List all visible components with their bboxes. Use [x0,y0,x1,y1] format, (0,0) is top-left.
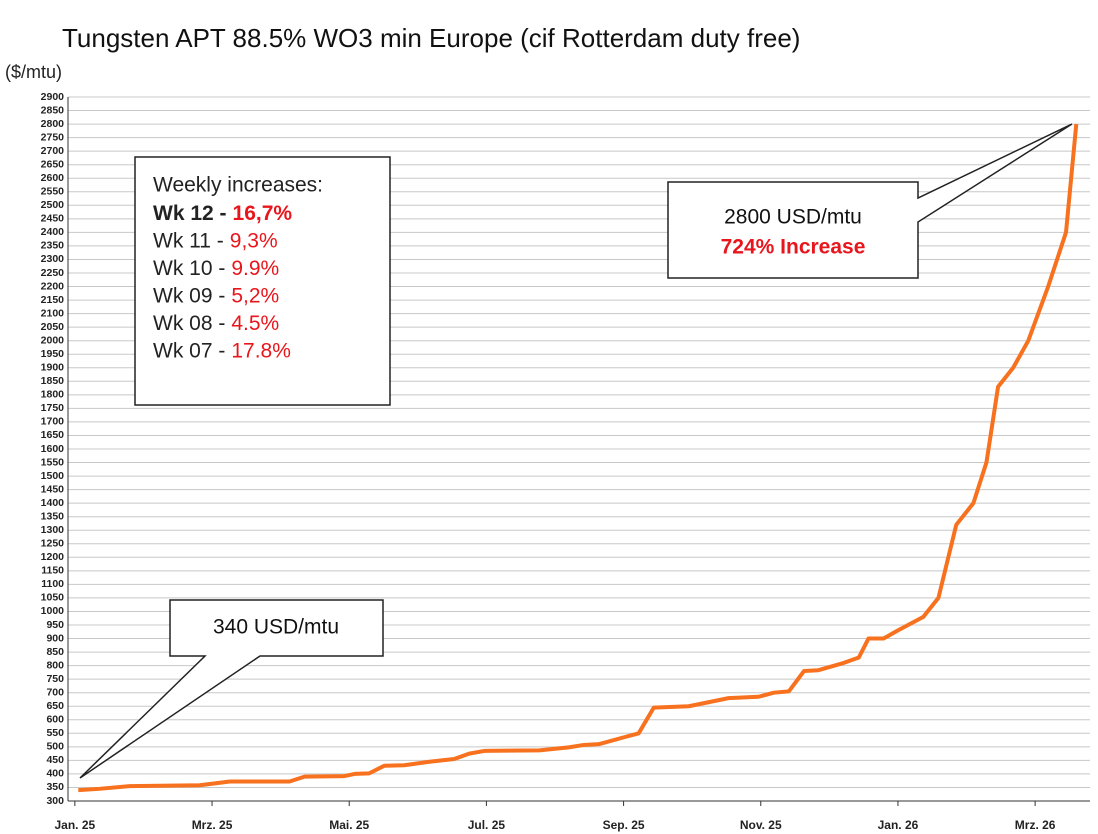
y-tick-label: 2650 [41,158,65,170]
y-tick-label: 1750 [41,402,65,414]
y-tick-label: 1700 [41,416,65,428]
y-tick-label: 600 [46,714,64,726]
weekly-box [134,156,391,406]
x-tick-label: Mrz. 26 [1015,818,1056,832]
weekly-value: 9.9% [231,257,279,280]
y-tick-label: 1400 [41,497,65,509]
weekly-item: Wk 09 - 5,2% [153,284,279,307]
weekly-item: Wk 07 - 17.8% [153,339,291,362]
y-tick-label: 300 [46,795,64,807]
y-tick-label: 1950 [41,348,65,360]
x-tick-label: Sep. 25 [603,818,645,832]
start-callout-box [79,599,384,779]
y-tick-label: 1150 [41,565,64,577]
y-tick-label: 1300 [41,524,65,536]
y-tick-label: 2050 [41,321,65,333]
weekly-value: 5,2% [231,284,279,307]
y-tick-label: 1450 [41,483,65,495]
annotations: 340 USD/mtu 2800 USD/mtu 724% Increase W… [79,123,1073,779]
y-tick-label: 2300 [41,253,65,265]
plot [78,123,1079,793]
y-tick-label: 650 [46,700,64,712]
weekly-value: 17.8% [231,339,291,362]
y-tick-label: 2750 [41,131,65,143]
weekly-label: Wk 08 - [153,312,225,335]
y-tick-label: 350 [46,781,64,793]
y-tick-label: 2450 [41,213,65,225]
y-tick-label: 2350 [41,240,65,252]
weekly-label: Wk 12 - [153,202,227,225]
weekly-label: Wk 09 - [153,284,225,307]
x-tick-label: Mrz. 25 [192,818,233,832]
y-tick-label: 950 [46,619,64,631]
weekly-label: Wk 07 - [153,339,225,362]
y-tick-label: 1000 [41,605,65,617]
x-tick-label: Nov. 25 [740,818,782,832]
weekly-label: Wk 11 - [153,229,224,252]
y-tick-label: 1500 [41,470,65,482]
y-tick-label: 550 [46,727,64,739]
weekly-value: 16,7% [233,202,293,225]
y-tick-label: 2400 [41,226,65,238]
y-tick-label: 2500 [41,199,65,211]
y-tick-label: 2550 [41,186,65,198]
y-tick-label: 1350 [41,510,65,522]
end-callout: 2800 USD/mtu [724,206,862,229]
price-line [78,123,1079,793]
y-tick-label: 1900 [41,362,65,374]
y-tick-label: 1050 [41,592,65,604]
y-tick-label: 2700 [41,145,65,157]
weekly-value: 9,3% [230,229,278,252]
y-tick-label: 2000 [41,334,65,346]
y-tick-label: 1100 [41,578,64,590]
y-tick-label: 2850 [41,104,65,116]
end-increase: 724% Increase [721,236,866,259]
y-tick-label: 750 [46,673,64,685]
y-tick-label: 1550 [41,456,65,468]
weekly-item: Wk 11 - 9,3% [153,229,278,252]
weekly-value: 4.5% [231,312,279,335]
weekly-item: Wk 12 - 16,7% [153,202,292,225]
y-tick-label: 2250 [41,267,65,279]
end-callout-box [667,123,1073,279]
y-tick-label: 700 [46,686,64,698]
weekly-item: Wk 08 - 4.5% [153,312,279,335]
y-tick-label: 400 [46,768,64,780]
x-tick-label: Jan. 26 [878,818,919,832]
y-tick-label: 1200 [41,551,65,563]
y-tick-label: 800 [46,659,64,671]
y-tick-label: 2150 [41,294,65,306]
y-tick-label: 2900 [41,91,65,103]
y-tick-label: 2200 [41,280,65,292]
y-tick-label: 900 [46,632,64,644]
weekly-label: Wk 10 - [153,257,225,280]
y-tick-label: 1250 [41,538,65,550]
y-tick-label: 1650 [41,429,65,441]
y-axis-label: ($/mtu) [5,62,62,82]
y-tick-label: 850 [46,646,64,658]
weekly-item: Wk 10 - 9.9% [153,257,279,280]
chart-title: Tungsten APT 88.5% WO3 min Europe (cif R… [62,23,800,53]
y-tick-label: 2600 [41,172,65,184]
y-tick-label: 500 [46,741,64,753]
x-tick-label: Jan. 25 [55,818,96,832]
y-tick-label: 1800 [41,389,65,401]
weekly-title: Weekly increases: [153,174,323,197]
y-tick-label: 450 [46,754,64,766]
x-tick-label: Mai. 25 [329,818,369,832]
y-tick-label: 1600 [41,443,65,455]
y-tick-label: 2800 [41,118,65,130]
y-tick-label: 2100 [41,307,65,319]
start-callout: 340 USD/mtu [213,616,339,639]
y-tick-label: 1850 [41,375,65,387]
x-tick-label: Jul. 25 [468,818,506,832]
